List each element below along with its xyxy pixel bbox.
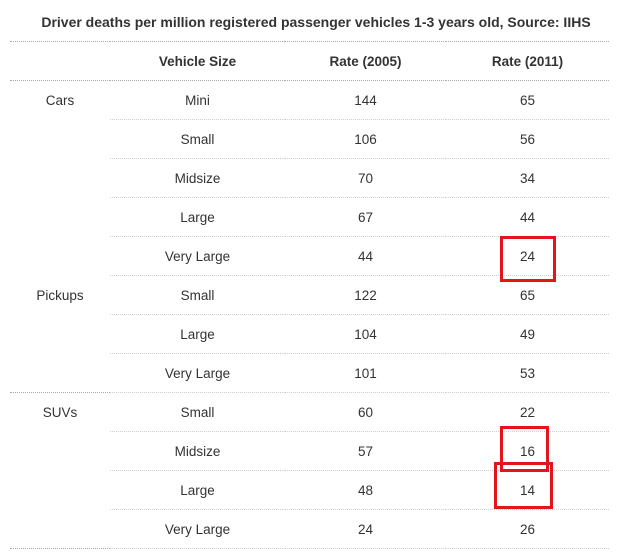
vehicle-size-cell: Very Large <box>110 236 285 276</box>
table-row: Very Large 101 53 <box>10 353 609 393</box>
table-row: Small 106 56 <box>10 119 609 159</box>
header-vehicle-size: Vehicle Size <box>110 41 285 81</box>
table-row: Large 67 44 <box>10 197 609 237</box>
rate-2011-cell: 34 <box>446 158 609 198</box>
rate-2011-cell: 14 <box>446 470 609 510</box>
rate-2011-cell: 53 <box>446 353 609 393</box>
vehicle-size-cell: Mini <box>110 80 285 120</box>
rate-2005-cell: 60 <box>285 392 446 432</box>
group-label-cars: Cars <box>45 93 75 108</box>
group-label-pickups: Pickups <box>10 275 110 393</box>
rate-2005-cell: 24 <box>285 509 446 549</box>
vehicle-size-cell: Midsize <box>110 431 285 471</box>
group-label-suvs: SUVs <box>10 392 110 549</box>
vehicle-size-cell: Small <box>110 392 285 432</box>
table-row: Midsize 70 34 <box>10 158 609 198</box>
table-row: Pickups Small 122 65 <box>10 275 609 393</box>
rate-2005-cell: 57 <box>285 431 446 471</box>
rate-2011-cell: 49 <box>446 314 609 354</box>
rate-2011-cell: 65 <box>446 275 609 315</box>
rate-2005-cell: 106 <box>285 119 446 159</box>
rate-2005-cell: 101 <box>285 353 446 393</box>
vehicle-size-cell: Small <box>110 275 285 315</box>
table-row: SUVs Small 60 22 <box>10 392 609 549</box>
vehicle-size-cell: Large <box>110 314 285 354</box>
rate-2011-cell: 65 <box>446 80 609 120</box>
table-row: Very Large 24 26 <box>10 509 609 549</box>
rate-2005-cell: 144 <box>285 80 446 120</box>
vehicle-size-cell: Large <box>110 197 285 237</box>
vehicle-size-cell: Large <box>110 470 285 510</box>
table-row: Cars Mini 144 65 <box>10 80 609 120</box>
vehicle-size-cell: Small <box>110 119 285 159</box>
rate-2011-cell: 44 <box>446 197 609 237</box>
vehicle-size-cell: Very Large <box>110 509 285 549</box>
header-rate-2011: Rate (2011) <box>446 41 609 81</box>
header-rate-2005: Rate (2005) <box>285 41 446 81</box>
rate-2005-cell: 48 <box>285 470 446 510</box>
vehicle-size-cell: Midsize <box>110 158 285 198</box>
rate-2011-cell: 26 <box>446 509 609 549</box>
table-row: Midsize 57 16 <box>10 431 609 471</box>
table-title: Driver deaths per million registered pas… <box>41 14 591 30</box>
rate-2011-cell: 22 <box>446 392 609 432</box>
rate-2011-cell: 56 <box>446 119 609 159</box>
vehicle-size-cell: Very Large <box>110 353 285 393</box>
rate-2005-cell: 67 <box>285 197 446 237</box>
table-row: Large 48 14 <box>10 470 609 510</box>
rate-2011-cell: 24 <box>446 236 609 276</box>
rates-table: Vehicle Size Rate (2005) Rate (2011) Car… <box>10 41 609 549</box>
table-row: Large 104 49 <box>10 314 609 354</box>
rate-2005-cell: 44 <box>285 236 446 276</box>
header-row: Vehicle Size Rate (2005) Rate (2011) <box>10 41 609 81</box>
rate-2005-cell: 70 <box>285 158 446 198</box>
rate-2011-cell: 16 <box>446 431 609 471</box>
rate-2005-cell: 104 <box>285 314 446 354</box>
header-group <box>10 41 110 81</box>
table-row: Very Large 44 24 <box>10 236 609 276</box>
rate-2005-cell: 122 <box>285 275 446 315</box>
